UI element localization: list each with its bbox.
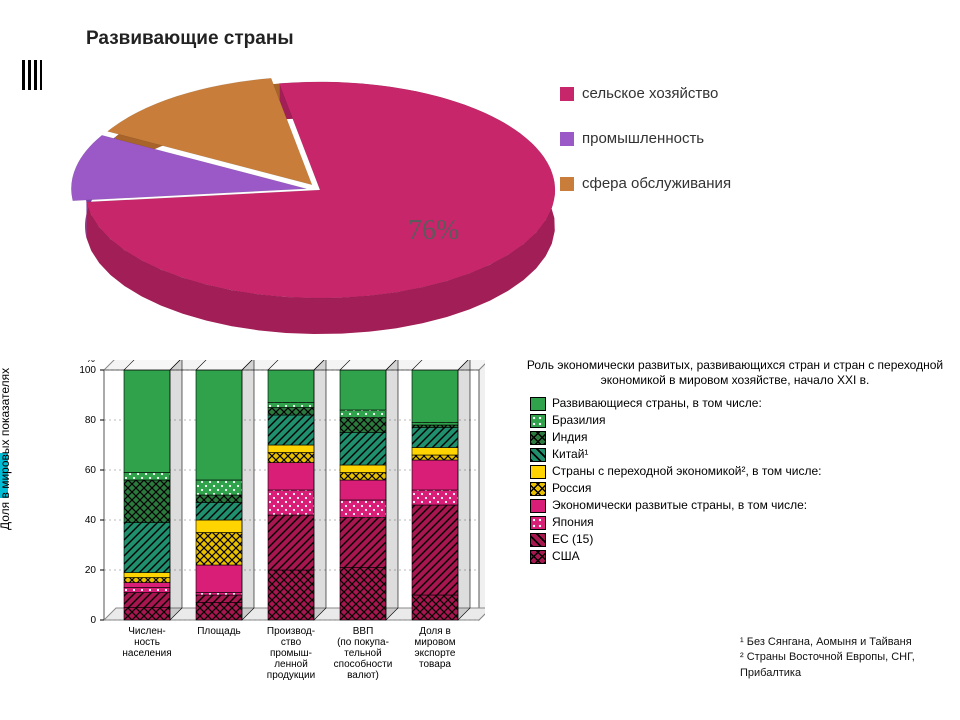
svg-text:Производ-: Производ-: [267, 626, 315, 637]
legend-swatch: [530, 499, 546, 513]
svg-text:100: 100: [79, 365, 96, 376]
svg-text:продукции: продукции: [267, 670, 315, 681]
bar-yaxis-title: Доля в мировых показателях: [0, 368, 12, 530]
svg-text:ность: ность: [134, 637, 160, 648]
bar-legend-header: Роль экономически развитых, развивающихс…: [520, 358, 950, 388]
svg-text:ленной: ленной: [274, 659, 308, 670]
footnote-line: ² Страны Восточной Европы, СНГ, Прибалти…: [740, 650, 960, 681]
legend-label: Бразилия: [552, 413, 606, 428]
bar-chart: Доля в мировых показателях 020406080100%…: [40, 360, 485, 700]
svg-text:валют): валют): [347, 670, 379, 681]
svg-text:(по покупа-: (по покупа-: [337, 637, 389, 648]
svg-text:промыш-: промыш-: [270, 648, 312, 659]
svg-text:40: 40: [85, 515, 97, 526]
svg-text:экспорте: экспорте: [415, 648, 456, 659]
svg-text:тельной: тельной: [344, 648, 381, 659]
legend-label: Экономически развитые страны, в том числ…: [552, 498, 807, 513]
legend-swatch: [560, 177, 574, 191]
svg-text:Площадь: Площадь: [197, 626, 241, 637]
legend-label: Китай¹: [552, 447, 588, 462]
svg-text:населения: населения: [122, 648, 171, 659]
legend-swatch: [530, 516, 546, 530]
bar-legend-group: Развивающиеся страны, в том числе:: [530, 396, 940, 411]
svg-text:60: 60: [85, 465, 97, 476]
legend-label: Россия: [552, 481, 591, 496]
decor-stripes: [22, 60, 42, 90]
legend-swatch: [530, 397, 546, 411]
bar-svg: 0 20 40 60 80 100% Числен-ностьнаселения Площад…: [40, 360, 485, 700]
bar-legend-item: Бразилия: [530, 413, 940, 428]
pie-svg: [0, 45, 560, 355]
bar-legend-group: Страны с переходной экономикой², в том ч…: [530, 464, 940, 479]
legend-label: Страны с переходной экономикой², в том ч…: [552, 464, 821, 479]
pie-chart: [0, 45, 560, 355]
bar-legend-item: Япония: [530, 515, 940, 530]
pie-legend: сельское хозяйство промышленность сфера об…: [560, 85, 731, 192]
legend-swatch: [530, 431, 546, 445]
svg-text:20: 20: [85, 565, 97, 576]
legend-label: сельское хозяйство: [582, 85, 718, 102]
bar-legend-item: Россия: [530, 481, 940, 496]
bar-legend: Роль экономически развитых, развивающихс…: [520, 358, 950, 566]
legend-label: ЕС (15): [552, 532, 593, 547]
svg-text:Доля в: Доля в: [419, 626, 451, 637]
pie-legend-item: промышленность: [560, 130, 731, 147]
pie-legend-item: сельское хозяйство: [560, 85, 731, 102]
legend-label: промышленность: [582, 130, 704, 147]
svg-text:0: 0: [90, 615, 96, 626]
svg-text:мировом: мировом: [414, 637, 455, 648]
legend-swatch: [530, 482, 546, 496]
footnote-line: ¹ Без Сянгана, Аомыня и Тайваня: [740, 635, 960, 650]
legend-swatch: [530, 448, 546, 462]
legend-label: Япония: [552, 515, 594, 530]
pie-center-label: 76%: [408, 215, 459, 247]
legend-swatch: [530, 550, 546, 564]
pie-legend-item: сфера обслуживания: [560, 175, 731, 192]
bar-legend-group: Экономически развитые страны, в том числ…: [530, 498, 940, 513]
legend-label: Индия: [552, 430, 587, 445]
svg-text:80: 80: [85, 415, 97, 426]
legend-swatch: [530, 533, 546, 547]
svg-text:товара: товара: [419, 659, 451, 670]
legend-label: сфера обслуживания: [582, 175, 731, 192]
svg-text:%: %: [86, 360, 95, 365]
legend-swatch: [530, 414, 546, 428]
legend-swatch: [530, 465, 546, 479]
svg-text:способности: способности: [334, 658, 393, 670]
svg-text:ство: ство: [281, 637, 302, 648]
legend-swatch: [560, 87, 574, 101]
bar-legend-item: Китай¹: [530, 447, 940, 462]
legend-label: США: [552, 549, 580, 564]
bar-legend-item: Индия: [530, 430, 940, 445]
legend-label: Развивающиеся страны, в том числе:: [552, 396, 762, 411]
svg-text:ВВП: ВВП: [353, 626, 374, 637]
bar-legend-item: США: [530, 549, 940, 564]
footnotes: ¹ Без Сянгана, Аомыня и Тайваня² Страны …: [740, 635, 960, 681]
bar-legend-item: ЕС (15): [530, 532, 940, 547]
bar-legend-body: Развивающиеся страны, в том числе: Бразил…: [520, 396, 950, 564]
svg-text:Числен-: Числен-: [128, 626, 166, 637]
legend-swatch: [560, 132, 574, 146]
